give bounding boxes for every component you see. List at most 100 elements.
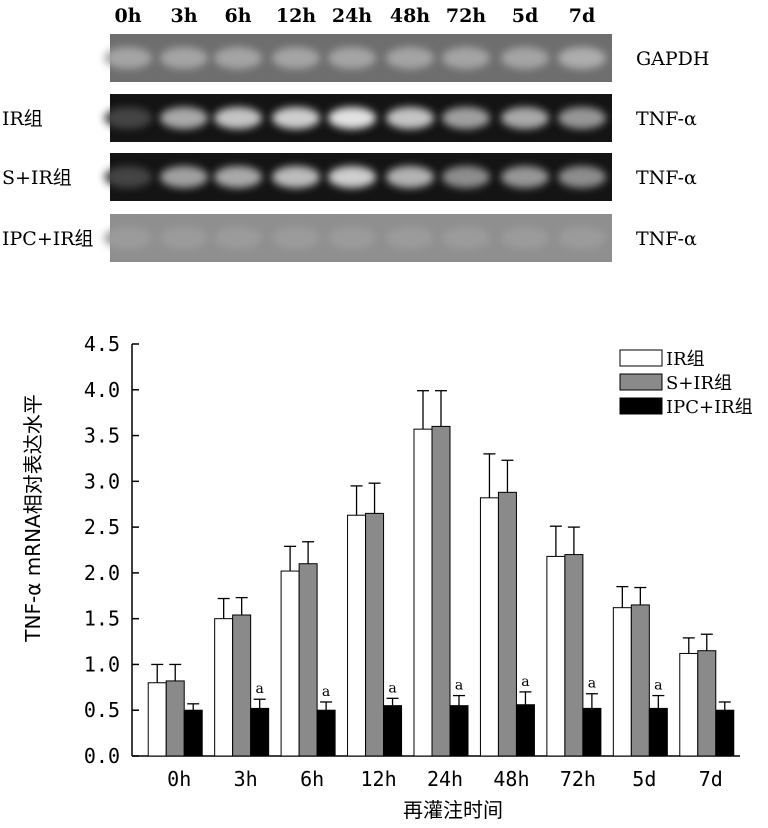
y-tick-label: 4.5 bbox=[84, 332, 120, 356]
gel-row: IR组 TNF-α bbox=[2, 94, 697, 142]
gel-row-label: IR组 bbox=[2, 108, 43, 130]
gel-band bbox=[386, 107, 434, 129]
gel-band bbox=[160, 166, 208, 188]
gel-row: GAPDH bbox=[104, 34, 710, 82]
gel-lane-label: 72h bbox=[446, 5, 486, 27]
bar-chart: 0.0 0.5 1.0 1.5 2.0 2.5 3.0 3.5 4.0 4.5 0h a 3h a 6h a… bbox=[21, 332, 753, 822]
bar bbox=[564, 554, 584, 757]
gel-lane-label: 48h bbox=[390, 5, 430, 27]
gel-lane-label: 5d bbox=[512, 5, 539, 27]
y-tick-label: 2.5 bbox=[84, 515, 120, 539]
significance-label: a bbox=[322, 684, 330, 700]
gel-band bbox=[328, 166, 376, 188]
gel-band bbox=[272, 166, 320, 188]
y-tick-label: 1.5 bbox=[84, 607, 120, 631]
bar bbox=[316, 709, 336, 757]
gel-band bbox=[214, 166, 262, 188]
x-tick-label: 3h bbox=[234, 767, 258, 791]
gel-lane-label: 12h bbox=[276, 5, 316, 27]
bar bbox=[298, 563, 318, 757]
gel-band bbox=[386, 166, 434, 188]
gel-marker-label: TNF-α bbox=[636, 108, 697, 130]
significance-label: a bbox=[255, 681, 263, 697]
gel-band bbox=[386, 47, 434, 69]
gel-band bbox=[214, 47, 262, 69]
bar bbox=[165, 680, 185, 757]
gel-band bbox=[104, 166, 152, 188]
y-tick-label: 0.0 bbox=[84, 744, 120, 768]
bar bbox=[648, 707, 668, 757]
y-axis-title: TNF-α mRNA相对表达水平 bbox=[21, 394, 45, 642]
bar bbox=[365, 512, 385, 757]
gel-band bbox=[558, 166, 606, 188]
bar bbox=[715, 709, 735, 757]
bar bbox=[431, 425, 451, 757]
bar bbox=[497, 491, 517, 757]
gel-band bbox=[442, 227, 490, 249]
bar bbox=[546, 555, 566, 757]
gel-band bbox=[442, 47, 490, 69]
bar bbox=[449, 705, 469, 757]
significance-label: a bbox=[521, 674, 529, 690]
bar bbox=[582, 707, 602, 757]
bar bbox=[515, 704, 535, 757]
bar bbox=[612, 607, 632, 757]
gel-band bbox=[501, 47, 549, 69]
y-tick-label: 3.0 bbox=[84, 469, 120, 493]
bar bbox=[697, 650, 717, 757]
bar bbox=[214, 618, 234, 757]
gel-row-label: S+IR组 bbox=[2, 167, 72, 189]
x-tick-label: 12h bbox=[360, 767, 396, 791]
gel-band bbox=[160, 227, 208, 249]
gel-band bbox=[558, 227, 606, 249]
gel-lane-label: 6h bbox=[224, 5, 251, 27]
gel-band bbox=[104, 107, 152, 129]
y-tick-label: 0.5 bbox=[84, 698, 120, 722]
gel-band bbox=[214, 227, 262, 249]
gel-marker-label: GAPDH bbox=[636, 48, 710, 70]
bar bbox=[183, 709, 203, 757]
gel-band bbox=[272, 227, 320, 249]
gel-row: S+IR组 TNF-α bbox=[2, 153, 697, 201]
gel-lane-label: 24h bbox=[332, 5, 372, 27]
bar bbox=[479, 497, 499, 757]
y-tick-label: 1.0 bbox=[84, 652, 120, 676]
legend-swatch bbox=[619, 397, 663, 415]
x-tick-label: 24h bbox=[427, 767, 463, 791]
gel-band bbox=[328, 227, 376, 249]
bar bbox=[280, 570, 300, 757]
x-tick-label: 0h bbox=[167, 767, 191, 791]
significance-label: a bbox=[654, 678, 662, 694]
gel-lane-label: 7d bbox=[569, 5, 596, 27]
gel-band bbox=[442, 166, 490, 188]
bar bbox=[347, 514, 367, 757]
bar bbox=[630, 604, 650, 757]
gel-band bbox=[104, 227, 152, 249]
x-tick-label: 7d bbox=[699, 767, 723, 791]
gel-band bbox=[328, 107, 376, 129]
gel-band bbox=[214, 107, 262, 129]
y-tick-label: 3.5 bbox=[84, 424, 120, 448]
bar bbox=[383, 705, 403, 757]
gel-band bbox=[272, 107, 320, 129]
bar bbox=[250, 707, 270, 757]
legend-label: IPC+IR组 bbox=[666, 397, 753, 418]
legend-label: S+IR组 bbox=[666, 373, 732, 394]
gel-band bbox=[272, 47, 320, 69]
gel-band bbox=[558, 47, 606, 69]
y-tick-label: 2.0 bbox=[84, 561, 120, 585]
gel-band bbox=[501, 227, 549, 249]
gel-band bbox=[501, 107, 549, 129]
bar bbox=[147, 682, 167, 757]
gel-band bbox=[328, 47, 376, 69]
gel-row: IPC+IR组 TNF-α bbox=[2, 214, 697, 262]
legend-label: IR组 bbox=[666, 349, 705, 370]
gel-marker-label: TNF-α bbox=[636, 167, 697, 189]
y-tick-label: 4.0 bbox=[84, 378, 120, 402]
bar bbox=[232, 614, 252, 757]
x-axis-title: 再灌注时间 bbox=[403, 798, 503, 822]
gel-band bbox=[160, 47, 208, 69]
gel-band bbox=[558, 107, 606, 129]
gel-lane-label: 0h bbox=[114, 5, 141, 27]
